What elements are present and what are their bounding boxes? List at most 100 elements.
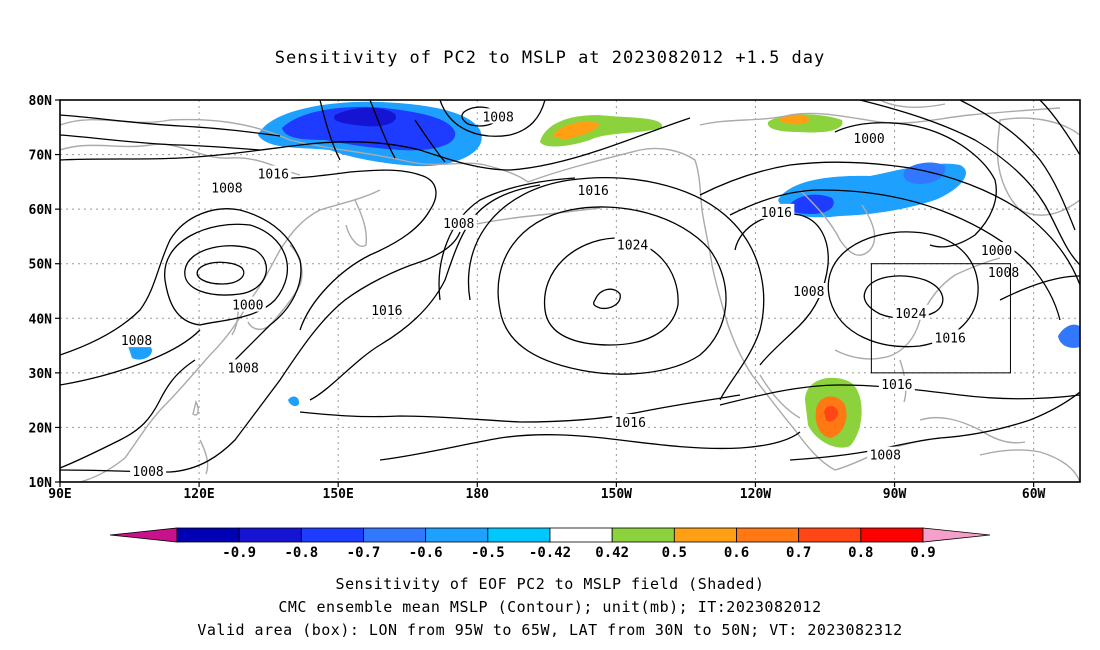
valid-area-box [870, 263, 1011, 374]
contour-high-1024 [543, 237, 679, 346]
sensitivity-shading [128, 101, 1080, 448]
map-title: Sensitivity of PC2 to MSLP at 2023082012… [274, 48, 826, 68]
coastline-canada-west [711, 264, 836, 471]
contour-low-asia-mid [184, 245, 267, 296]
colorbar-right-triangle [922, 527, 991, 543]
caption-valid-area: Valid area (box): LON from 95W to 65W, L… [197, 621, 903, 639]
contour-canada-a [859, 100, 1080, 266]
contour-label: 1016 [258, 168, 289, 183]
lat-tick-label: 50N [29, 258, 53, 273]
contour-label: 1016 [371, 304, 402, 319]
contour-arctic-low [461, 106, 499, 127]
negative-sensitivity-siberia-core [282, 106, 456, 151]
colorbar-label: -0.7 [346, 545, 381, 561]
coastline-hudson-bay [799, 189, 876, 256]
coastline-arctic-eurasia-inner [60, 143, 301, 176]
caption-contour: CMC ensemble mean MSLP (Contour); unit(m… [278, 598, 822, 616]
colorbar-left-triangle [109, 527, 178, 543]
contour-label-bg [932, 329, 969, 345]
contour-label-bg [368, 302, 405, 318]
contour-label: 1016 [578, 184, 609, 199]
contour-label: 1008 [227, 361, 258, 376]
colorbar-label: 0.6 [723, 545, 750, 561]
lon-tick-label: 180 [466, 487, 490, 502]
contour-asia-1008 [60, 208, 302, 366]
lat-tick-label: 70N [29, 149, 53, 164]
contour-label-bg [978, 242, 1015, 258]
contour-us-high-1016 [827, 231, 979, 348]
contour-1016-pacific [309, 184, 541, 401]
map-frame [59, 99, 1081, 483]
contour-high-1016-a [467, 177, 765, 401]
contour-high-1016-b [438, 177, 576, 301]
colorbar-segment [425, 527, 489, 543]
colorbar-label: -0.8 [284, 545, 319, 561]
coastline-kamchatka [345, 199, 368, 247]
colorbar-label: -0.6 [408, 545, 443, 561]
lat-tick-label: 30N [29, 367, 53, 382]
contour-label: 1000 [853, 132, 884, 147]
contour-arctic-d [369, 100, 396, 159]
contour-canada-c [1039, 100, 1080, 156]
contour-atlantic [999, 275, 1080, 301]
colorbar-segment [736, 527, 800, 543]
colorbar [109, 527, 991, 543]
coastlines [60, 100, 1080, 482]
contour-pacific-low-1008 [259, 169, 437, 331]
coastline-canada-arctic [699, 107, 1061, 126]
contour-label-bg [480, 108, 517, 124]
contour-label-bg [867, 446, 904, 462]
negative-sensitivity-canada-east [903, 162, 946, 184]
lat-tick-label: 80N [29, 94, 53, 109]
lat-tick-label: 20N [29, 421, 53, 436]
contour-label: 1008 [132, 465, 163, 480]
contour-labels: 1008 1016 1008 1016 1008 1024 1016 1000 1000 1008… [118, 108, 1022, 480]
contour-high-1024-core [593, 288, 621, 310]
coastline-east-asia [79, 189, 381, 482]
colorbar-label: 0.5 [661, 545, 687, 561]
contour-label-bg [790, 283, 827, 298]
valid-area-rectangle [870, 263, 1011, 374]
contour-pacific-south [299, 394, 741, 423]
contour-label: 1008 [793, 285, 824, 300]
lon-tick-label: 150W [601, 487, 632, 502]
contour-canada-1008 [729, 189, 1061, 321]
contour-label-bg [118, 332, 155, 348]
coastline-greenland [996, 117, 1080, 216]
colorbar-segment [238, 527, 302, 543]
colorbar-label: 0.7 [786, 545, 812, 561]
contour-label: 1008 [121, 334, 152, 349]
positive-sensitivity-arctic [540, 115, 663, 147]
negative-sensitivity-atlantic [1058, 324, 1080, 348]
negative-sensitivity-canada-core [789, 194, 834, 214]
contour-asia-ne [60, 329, 201, 386]
colorbar-label: 0.8 [848, 545, 874, 561]
colorbar-label: 0.9 [910, 545, 936, 561]
contour-label-bg [130, 463, 167, 479]
lon-tick-label: 150E [323, 487, 354, 502]
contour-asia-south [60, 359, 196, 469]
colorbar-segment [798, 527, 862, 543]
contour-arctic-b [60, 134, 261, 151]
lat-tick-label: 60N [29, 203, 53, 218]
map-background [60, 100, 1080, 482]
colorbar-segment [860, 527, 924, 543]
coastline-gulf-mexico [834, 257, 1001, 360]
contour-arctic-1008 [439, 100, 546, 137]
contour-label-bg [614, 236, 651, 252]
contour-canada-1016 [699, 161, 1080, 286]
contour-label: 1016 [881, 378, 912, 393]
contour-label: 1000 [981, 244, 1012, 259]
lon-tick-label: 90E [48, 487, 71, 502]
positive-sensitivity-arctic-core [552, 121, 600, 140]
coastline-mexico-bay [759, 374, 801, 419]
coastline-taiwan [192, 399, 199, 416]
contour-label-bg [851, 130, 888, 146]
coastline-alaska [527, 147, 713, 266]
colorbar-segment [611, 527, 675, 543]
contour-label: 1008 [988, 266, 1019, 281]
contour-label: 1008 [482, 110, 513, 125]
positive-sensitivity-hudson-core [778, 114, 810, 125]
